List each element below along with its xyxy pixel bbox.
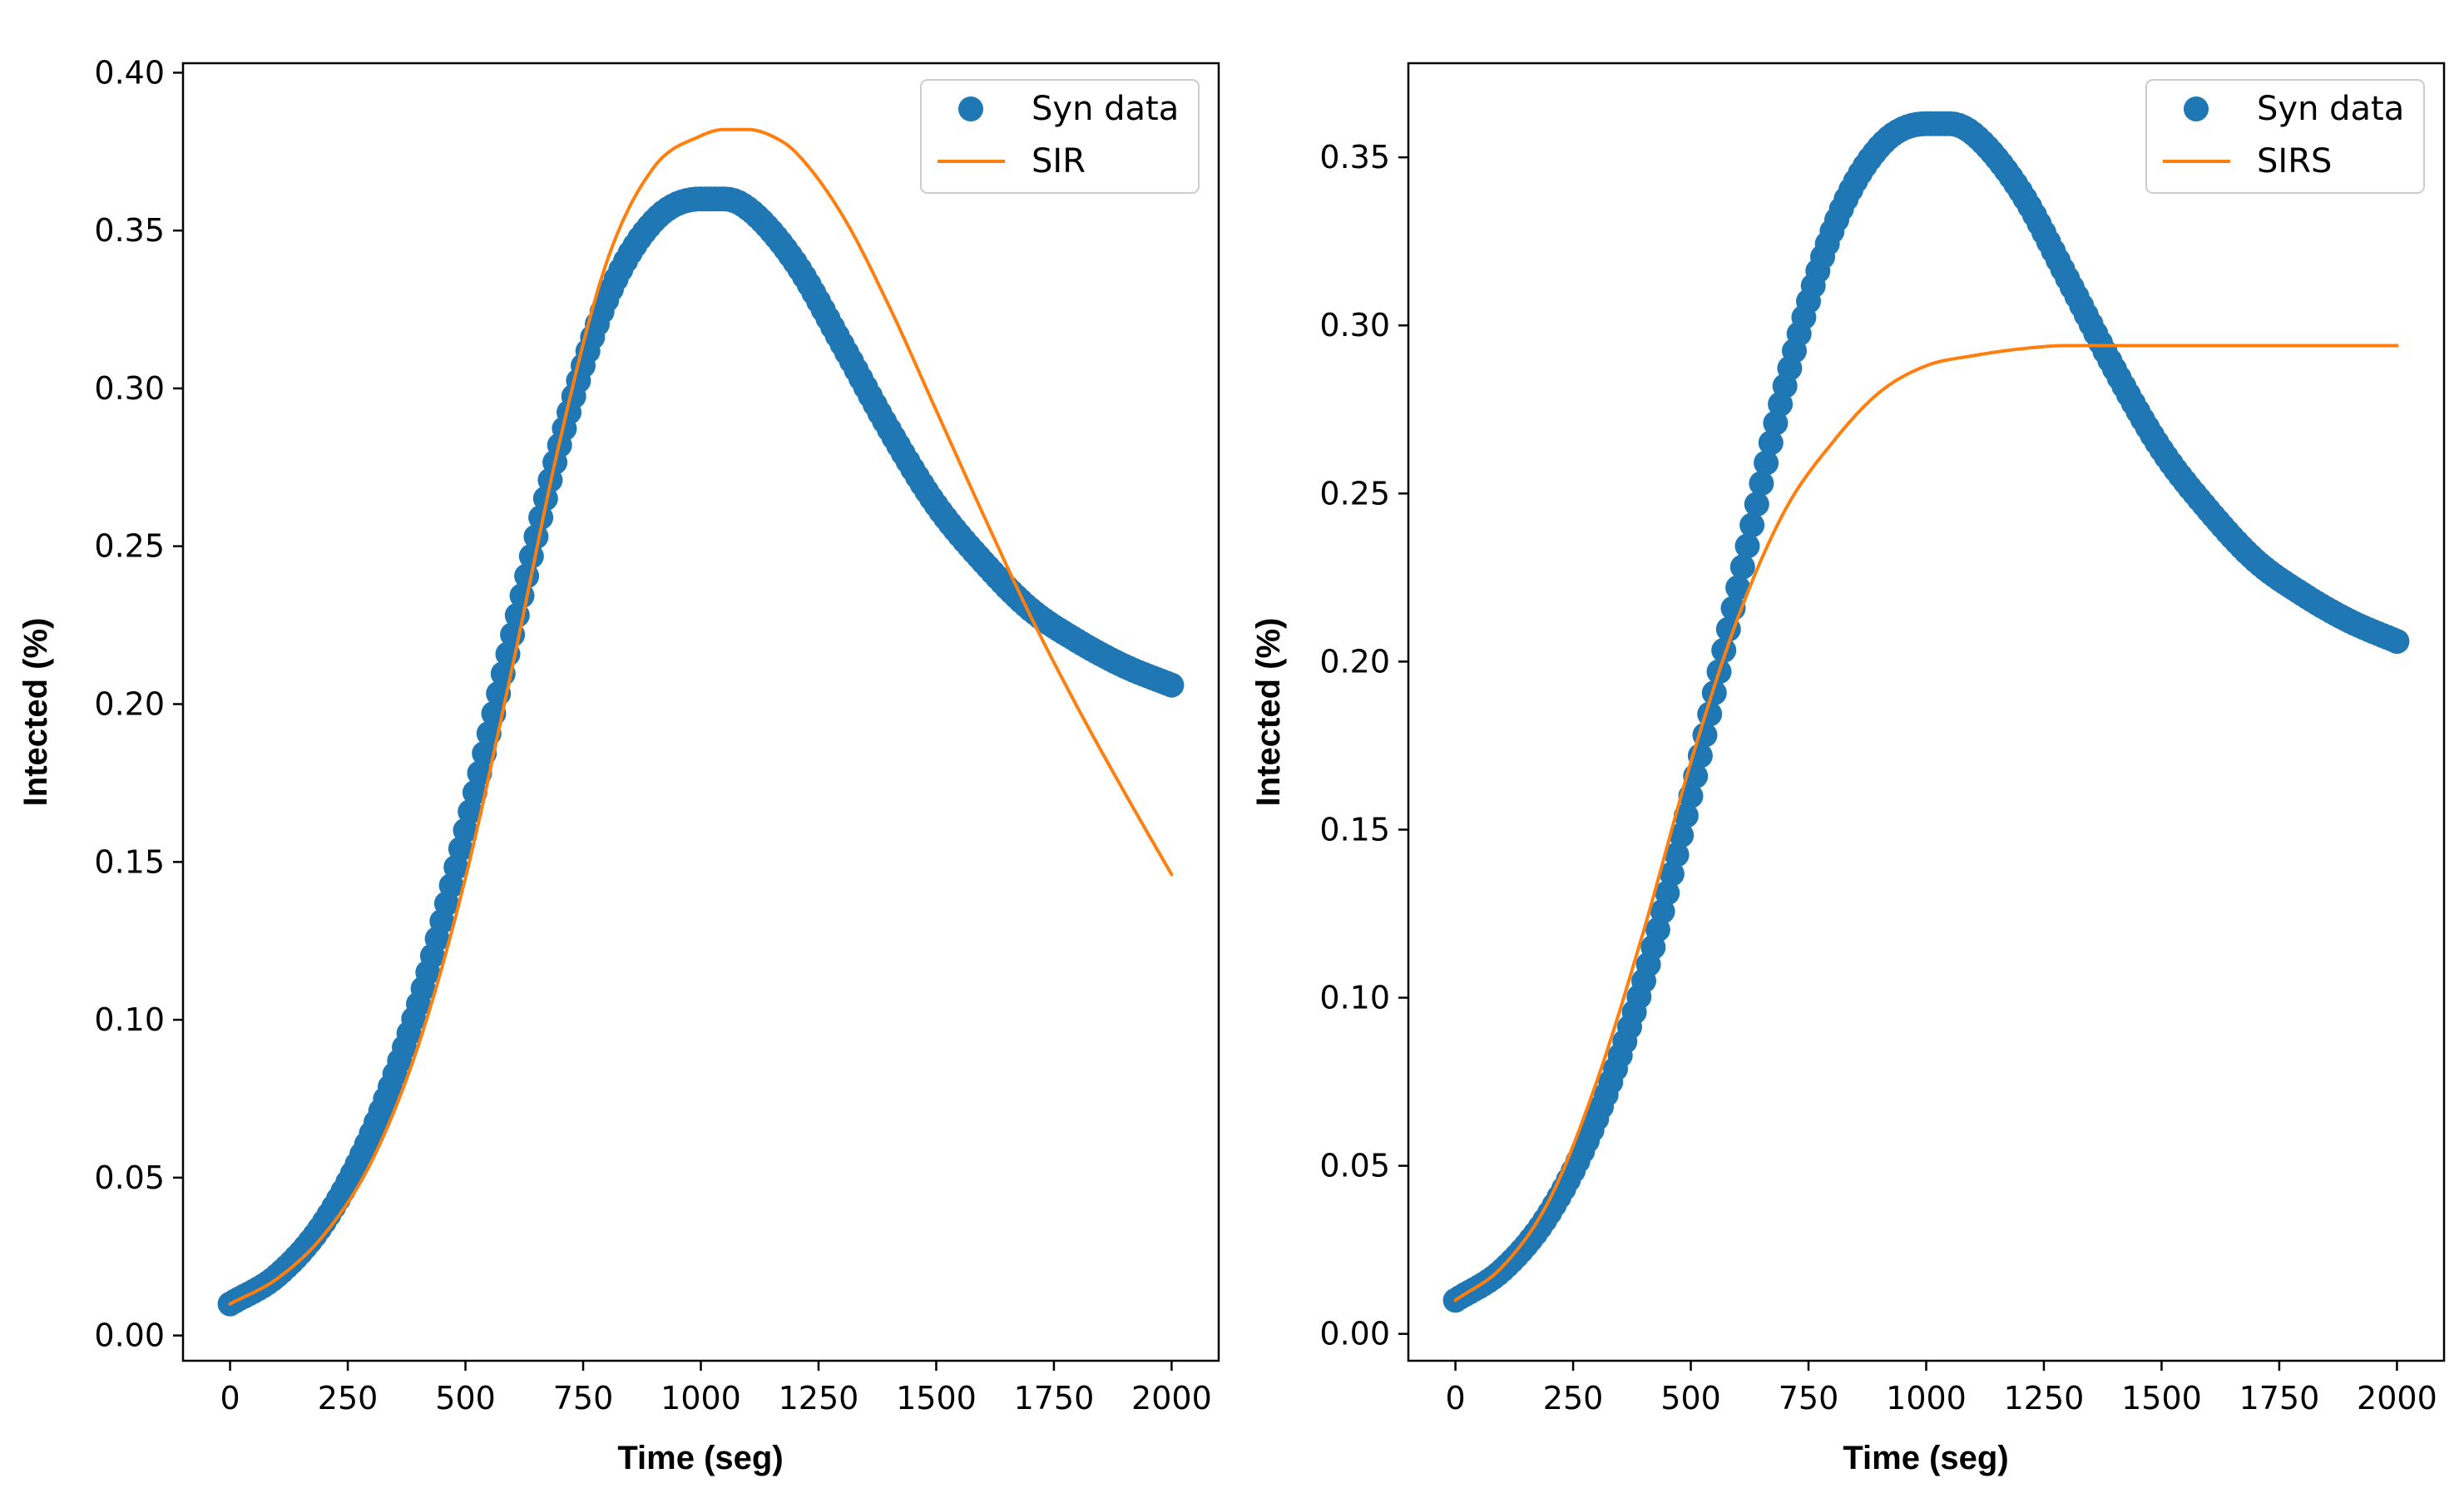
left-legend-box (920, 79, 1200, 194)
right-syn-data-point (1763, 410, 1789, 436)
left-y-tick-label-0.00: 0.00 (94, 1318, 165, 1354)
right-syn-data-point (1739, 512, 1765, 538)
right-syn-data-point (1664, 842, 1690, 868)
left-y-tick-label-0.35: 0.35 (94, 212, 165, 249)
left-x-tick-label-500: 500 (435, 1380, 496, 1416)
left-syn-data-point (1159, 672, 1185, 698)
left-legend-label-syn-data: Syn data (1032, 90, 1179, 128)
right-legend: Syn data SIRS (2145, 79, 2425, 194)
right-series-sirs-line (1453, 344, 2399, 1303)
left-y-tick-label-0.05: 0.05 (94, 1159, 165, 1196)
right-syn-data-point (1729, 554, 1755, 580)
left-syn-data-point (453, 818, 478, 843)
right-y-tick-label-0.20: 0.20 (1319, 643, 1390, 680)
right-syn-data-point (1725, 575, 1751, 601)
left-legend-label-sir: SIR (1032, 142, 1086, 180)
right-x-tick-label-750: 750 (1779, 1380, 1839, 1416)
right-y-axis-label: Intected (%) (1250, 618, 1287, 807)
right-x-tick-label-1750: 1750 (2239, 1380, 2320, 1416)
right-y-ticks: 0.00 0.05 0.10 0.15 0.20 0.25 0.30 0.35 (1319, 139, 1408, 1352)
right-y-tick-label-0.15: 0.15 (1319, 811, 1390, 848)
right-y-tick-label-0.00: 0.00 (1319, 1316, 1390, 1352)
left-y-axis-label: Intected (%) (17, 618, 54, 807)
left-y-tick-label-0.40: 0.40 (94, 54, 165, 91)
right-y-tick-label-0.05: 0.05 (1319, 1148, 1390, 1184)
right-legend-box (2145, 79, 2425, 194)
left-syn-data-point (462, 779, 487, 805)
right-syn-data-point (2384, 629, 2410, 655)
right-x-tick-label-1000: 1000 (1886, 1380, 1967, 1416)
left-x-axis-label: Time (seg) (617, 1440, 783, 1476)
right-syn-data-point (1673, 803, 1699, 828)
right-x-tick-label-0: 0 (1445, 1380, 1465, 1416)
left-syn-data-point (472, 740, 497, 766)
right-x-tick-label-250: 250 (1543, 1380, 1604, 1416)
right-x-axis-label: Time (seg) (1843, 1440, 2008, 1476)
left-series-sir-line (228, 127, 1174, 1306)
right-y-tick-label-0.35: 0.35 (1319, 139, 1390, 176)
left-x-tick-label-0: 0 (220, 1380, 240, 1416)
left-legend: Syn data SIR (920, 79, 1200, 194)
right-syn-data-point (1734, 533, 1760, 559)
right-syn-data-point (1655, 880, 1680, 906)
left-chart-marks (217, 127, 1185, 1317)
right-y-tick-label-0.30: 0.30 (1319, 307, 1390, 344)
right-legend-label-syn-data: Syn data (2257, 90, 2404, 128)
left-legend-marker-syn-data (958, 96, 983, 121)
right-y-tick-label-0.10: 0.10 (1319, 980, 1390, 1016)
left-x-tick-label-1750: 1750 (1014, 1380, 1095, 1416)
left-syn-data-point (523, 524, 549, 550)
left-x-tick-label-250: 250 (318, 1380, 379, 1416)
right-legend-label-sirs: SIRS (2257, 142, 2332, 180)
left-x-tick-label-1000: 1000 (661, 1380, 741, 1416)
right-chart-marks (1442, 111, 2410, 1313)
left-y-tick-label-0.25: 0.25 (94, 528, 165, 565)
right-x-ticks: 0 250 500 750 1000 1250 1500 1750 2000 (1445, 1361, 2437, 1416)
left-y-tick-label-0.15: 0.15 (94, 843, 165, 880)
right-x-tick-label-1500: 1500 (2121, 1380, 2202, 1416)
right-syn-data-point (1659, 861, 1685, 887)
right-x-tick-label-1250: 1250 (2004, 1380, 2085, 1416)
right-syn-data-point (1669, 823, 1695, 848)
left-syn-data-point (458, 798, 483, 824)
left-x-tick-label-1250: 1250 (779, 1380, 859, 1416)
left-syn-data-point (467, 760, 492, 786)
right-x-tick-label-2000: 2000 (2357, 1380, 2437, 1416)
right-x-tick-label-500: 500 (1660, 1380, 1721, 1416)
left-y-tick-label-0.30: 0.30 (94, 370, 165, 407)
right-syn-data-point (1749, 471, 1774, 497)
right-series-syn-data (1442, 111, 2410, 1313)
left-syn-data-point (528, 505, 554, 531)
left-x-tick-label-750: 750 (553, 1380, 614, 1416)
right-chart-panel: 0 250 500 750 1000 1250 1500 1750 2000 0.000.050… (1250, 62, 2446, 1476)
left-y-ticks: 0.00 0.05 0.10 0.15 0.20 0.25 0.30 0.35 0.40 (94, 54, 183, 1354)
left-y-tick-label-0.20: 0.20 (94, 686, 165, 723)
left-x-ticks: 0 250 500 750 1000 1250 1500 1750 2000 (220, 1361, 1212, 1416)
left-y-tick-label-0.10: 0.10 (94, 1001, 165, 1038)
right-syn-data-point (1701, 680, 1727, 705)
left-x-tick-label-1500: 1500 (896, 1380, 977, 1416)
right-legend-marker-syn-data (2184, 96, 2209, 121)
right-syn-data-point (1744, 492, 1769, 517)
right-syn-data-point (1754, 450, 1779, 476)
right-y-tick-label-0.25: 0.25 (1319, 475, 1390, 512)
left-chart-panel: 0 250 500 750 1000 1250 1500 1750 2000 0.000.050… (17, 54, 1220, 1476)
right-syn-data-point (1758, 430, 1784, 456)
left-x-tick-label-2000: 2000 (1131, 1380, 1212, 1416)
